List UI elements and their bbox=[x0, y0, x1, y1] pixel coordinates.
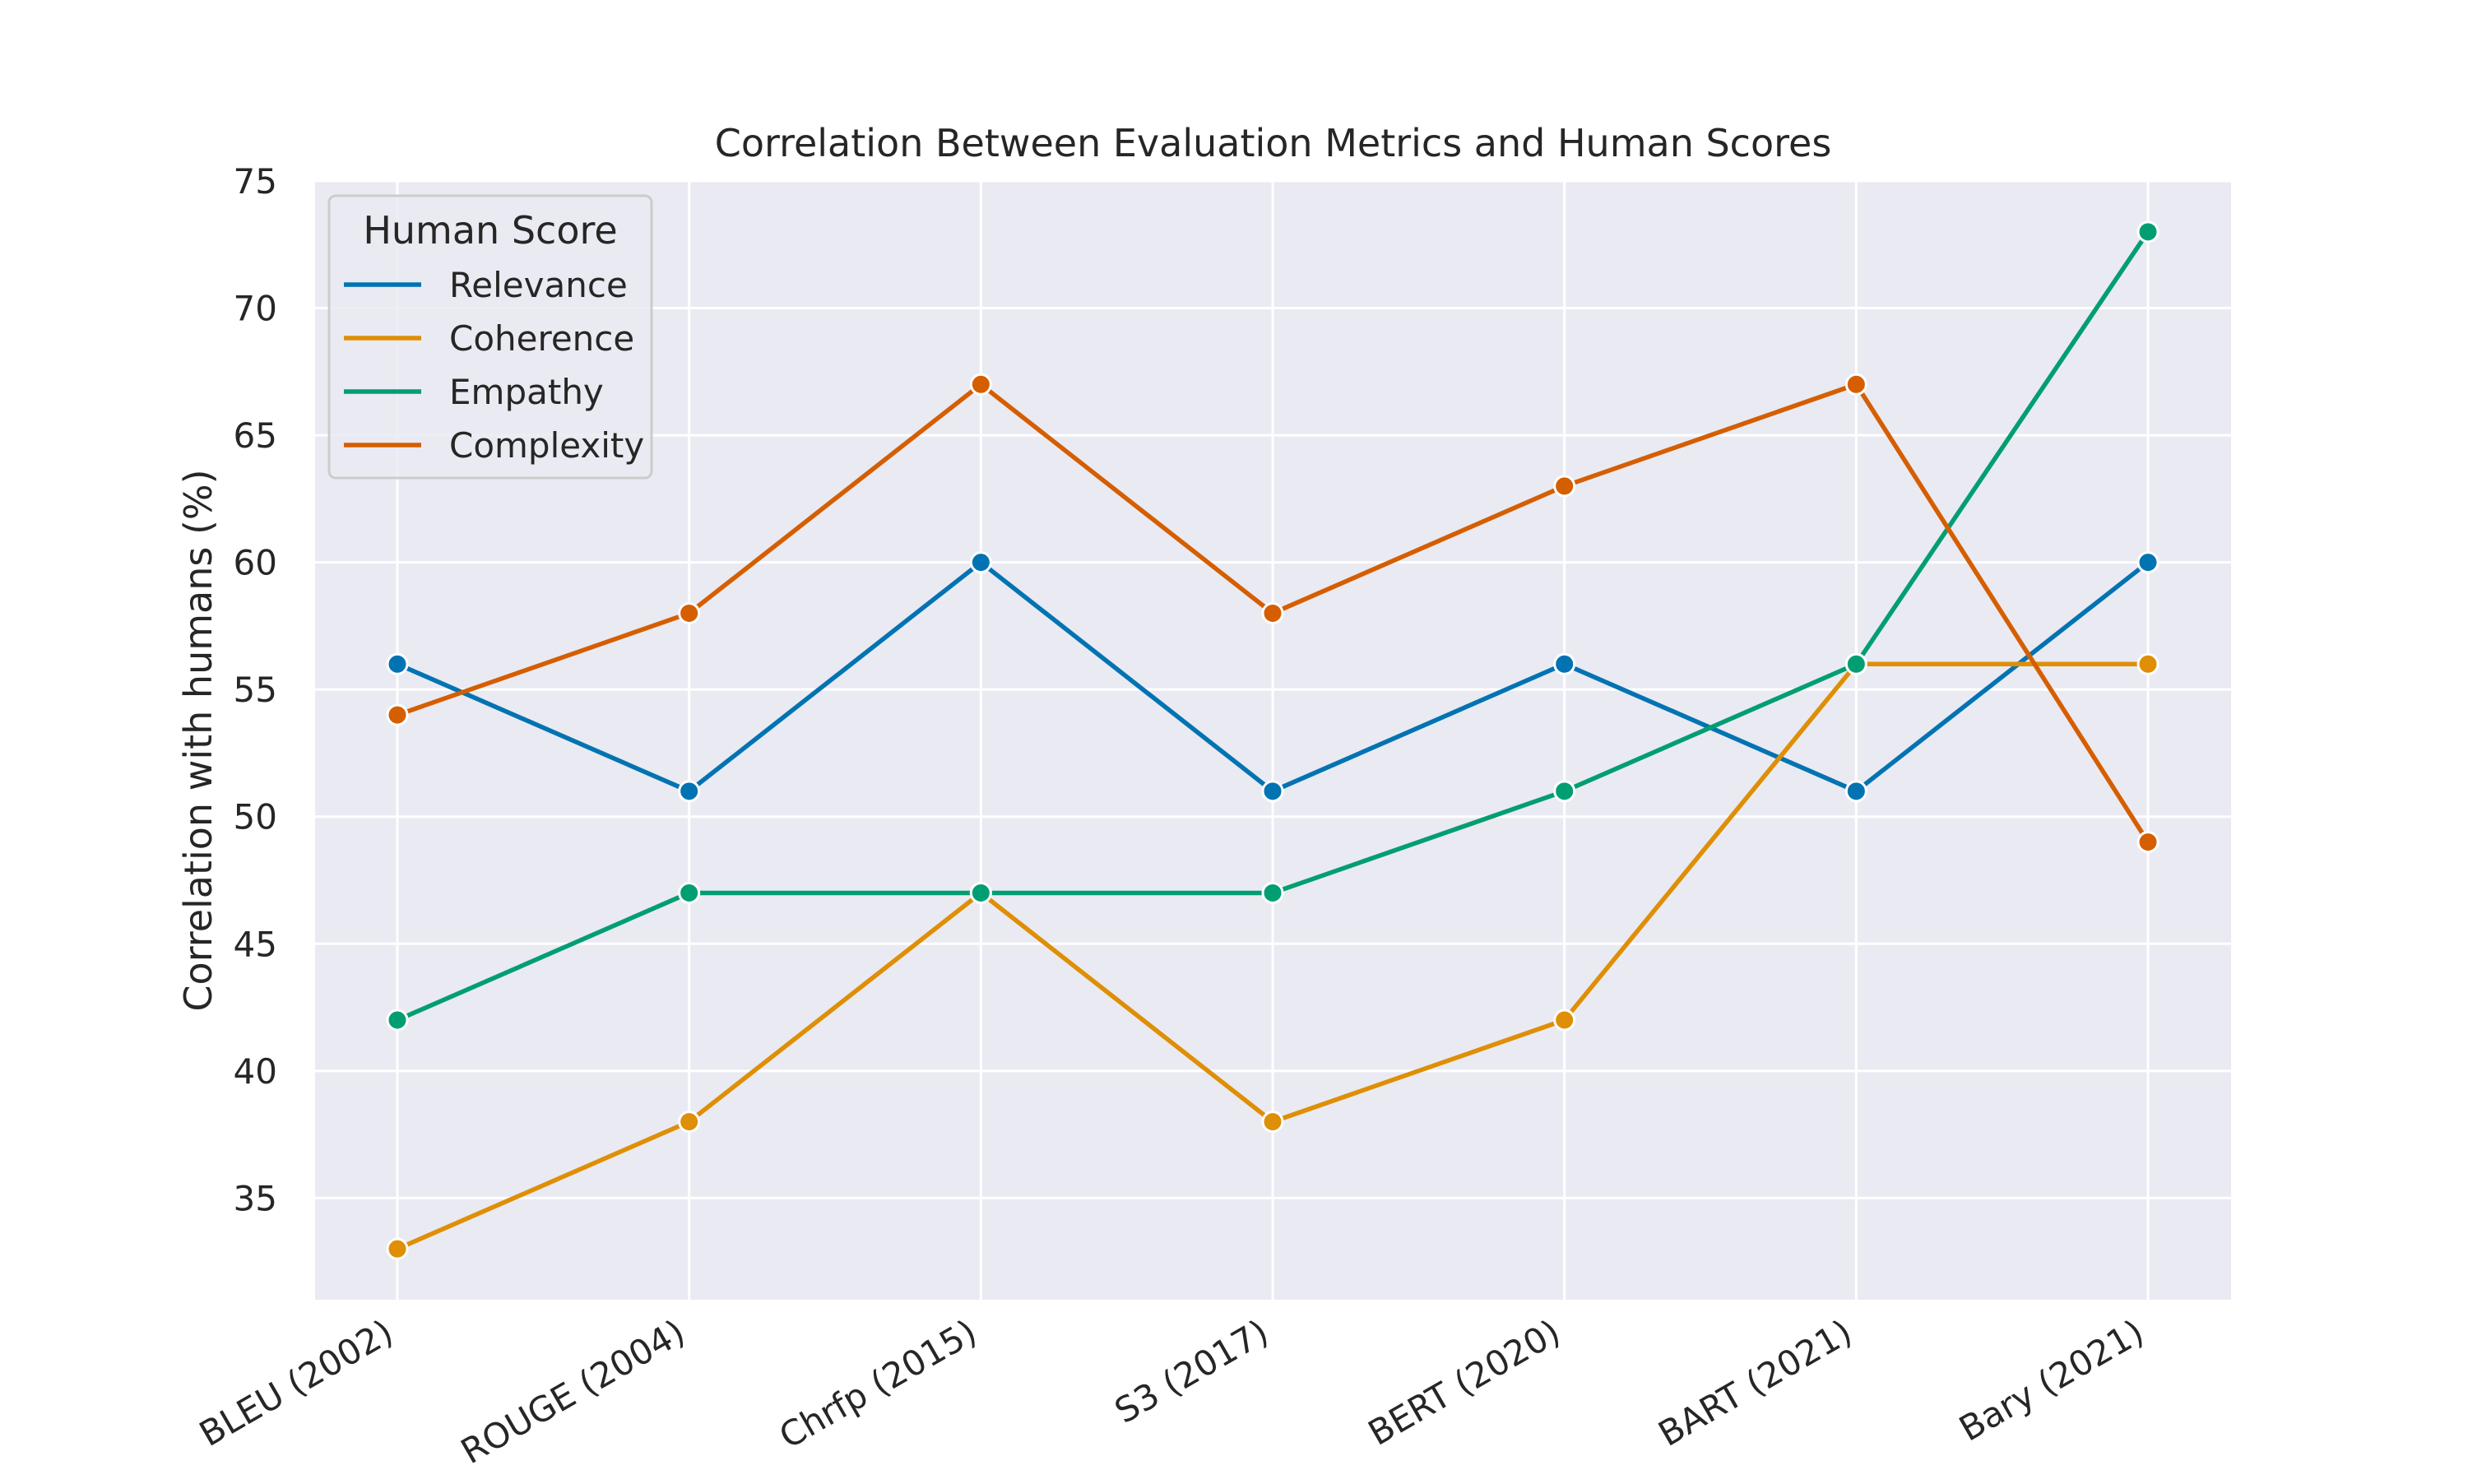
y-tick-label: 70 bbox=[234, 289, 277, 329]
data-point bbox=[969, 551, 992, 574]
series-lines bbox=[386, 220, 2160, 1260]
data-point bbox=[2136, 220, 2160, 243]
data-point bbox=[386, 652, 409, 675]
data-point bbox=[1261, 601, 1284, 624]
y-tick-label: 55 bbox=[234, 670, 277, 710]
data-point bbox=[678, 780, 701, 803]
data-point bbox=[1844, 652, 1867, 675]
legend-label: Relevance bbox=[449, 265, 628, 305]
data-point bbox=[386, 1009, 409, 1032]
data-point bbox=[386, 703, 409, 726]
x-tick-label: BLEU (2002) bbox=[193, 1311, 400, 1454]
data-point bbox=[1553, 652, 1576, 675]
data-point bbox=[2136, 831, 2160, 854]
y-axis-ticks: 35 40 45 50 55 60 65 70 75 bbox=[234, 161, 277, 1218]
y-tick-label: 65 bbox=[234, 415, 277, 456]
legend-label: Complexity bbox=[449, 425, 644, 466]
y-tick-label: 60 bbox=[234, 543, 277, 583]
legend-box bbox=[327, 194, 653, 480]
data-point bbox=[1553, 1009, 1576, 1032]
data-point bbox=[2136, 551, 2160, 574]
x-tick-label: S3 (2017) bbox=[1108, 1311, 1275, 1431]
data-point bbox=[969, 373, 992, 396]
data-point bbox=[678, 601, 701, 624]
data-point bbox=[678, 1111, 701, 1134]
x-tick-label: Bary (2021) bbox=[1952, 1311, 2150, 1449]
y-axis-label: Correlation with humans (%) bbox=[176, 469, 220, 1011]
legend: Human Score Relevance Coherence Empathy Com… bbox=[327, 194, 653, 480]
x-tick-label: ROUGE (2004) bbox=[454, 1311, 692, 1472]
x-tick-label: BART (2021) bbox=[1652, 1311, 1859, 1454]
y-tick-label: 40 bbox=[234, 1051, 277, 1092]
y-tick-label: 50 bbox=[234, 797, 277, 837]
data-point bbox=[1553, 780, 1576, 803]
data-point bbox=[2136, 652, 2160, 675]
data-point bbox=[1261, 1111, 1284, 1134]
legend-label: Coherence bbox=[449, 318, 634, 359]
data-point bbox=[1261, 780, 1284, 803]
y-tick-label: 45 bbox=[234, 924, 277, 964]
y-tick-label: 35 bbox=[234, 1178, 277, 1218]
data-point bbox=[969, 881, 992, 904]
x-axis-ticks: BLEU (2002) ROUGE (2004) Chrfp (2015) S3 (2… bbox=[193, 1311, 2150, 1472]
x-tick-label: Chrfp (2015) bbox=[772, 1311, 983, 1456]
data-point bbox=[1261, 881, 1284, 904]
legend-title: Human Score bbox=[363, 208, 617, 253]
data-point bbox=[678, 881, 701, 904]
y-tick-label: 75 bbox=[234, 161, 277, 202]
x-tick-label: BERT (2020) bbox=[1362, 1311, 1567, 1454]
data-point bbox=[1844, 780, 1867, 803]
data-point bbox=[386, 1237, 409, 1260]
legend-label: Empathy bbox=[449, 372, 604, 412]
chart-title: Correlation Between Evaluation Metrics a… bbox=[715, 121, 1832, 165]
data-point bbox=[1553, 475, 1576, 498]
data-point bbox=[1844, 373, 1867, 396]
